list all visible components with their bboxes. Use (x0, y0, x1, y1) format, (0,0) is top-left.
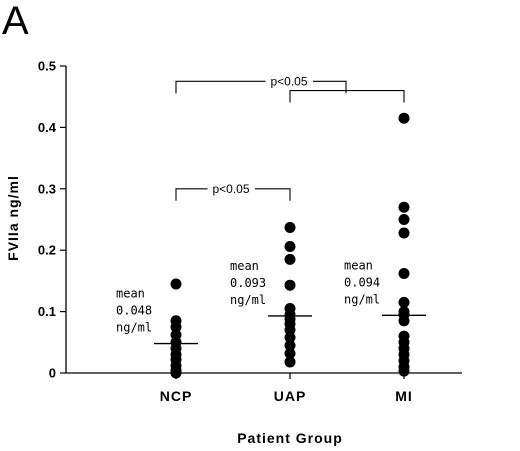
data-point (398, 296, 410, 308)
x-tick-label: MI (395, 388, 413, 404)
y-axis-title: FVIIa ng/ml (5, 175, 21, 261)
mean-annotation: ng/ml (344, 292, 380, 306)
data-point (284, 331, 296, 343)
x-axis-title: Patient Group (237, 430, 343, 446)
data-point (284, 221, 296, 233)
data-point (284, 356, 296, 368)
data-point (398, 365, 410, 377)
mean-annotation: 0.093 (230, 276, 266, 290)
mean-annotation: mean (230, 259, 259, 273)
mean-annotation: 0.048 (116, 304, 152, 318)
data-point (398, 201, 410, 213)
significance-bracket (175, 80, 347, 94)
data-points (170, 112, 410, 379)
data-point (398, 214, 410, 225)
y-tick-label: 0.2 (38, 243, 56, 258)
significance-label-background (207, 180, 255, 197)
x-tick-label: NCP (160, 388, 193, 404)
y-tick-label: 0 (49, 366, 56, 381)
y-tick-label: 0.1 (38, 304, 56, 319)
data-point (398, 268, 410, 280)
data-point (398, 227, 410, 239)
data-point (170, 367, 182, 379)
data-point (170, 321, 182, 333)
mean-annotation: ng/ml (116, 321, 152, 335)
data-point (284, 279, 296, 291)
mean-annotations: mean 0.048 ng/ml mean 0.093 ng/ml mean 0.094 ng/… (116, 258, 426, 345)
data-point (284, 347, 296, 359)
significance-label: p<0.05 (270, 74, 307, 88)
y-tick-label: 0.3 (38, 181, 56, 196)
data-point (284, 241, 296, 253)
data-point (398, 315, 410, 327)
x-tick-label: UAP (274, 388, 307, 404)
y-tick-label: 0.5 (38, 59, 56, 74)
axes: 0 0.1 0.2 0.3 0.4 0.5 NCP UAP MI (38, 59, 462, 404)
data-point (398, 112, 410, 124)
mean-annotation: mean (344, 258, 373, 272)
significance-bracket (289, 90, 405, 103)
data-point (284, 339, 296, 351)
y-tick-label: 0.4 (38, 120, 57, 135)
mean-annotation: mean (116, 287, 145, 301)
significance-brackets: p<0.05 p<0.05 (175, 73, 405, 201)
data-point (170, 278, 182, 290)
data-point (284, 253, 296, 265)
mean-annotation: 0.094 (344, 275, 380, 289)
significance-label-background (265, 73, 313, 90)
significance-label: p<0.05 (212, 182, 249, 196)
panel-label: A (2, 0, 29, 43)
mean-annotation: ng/ml (230, 293, 266, 307)
